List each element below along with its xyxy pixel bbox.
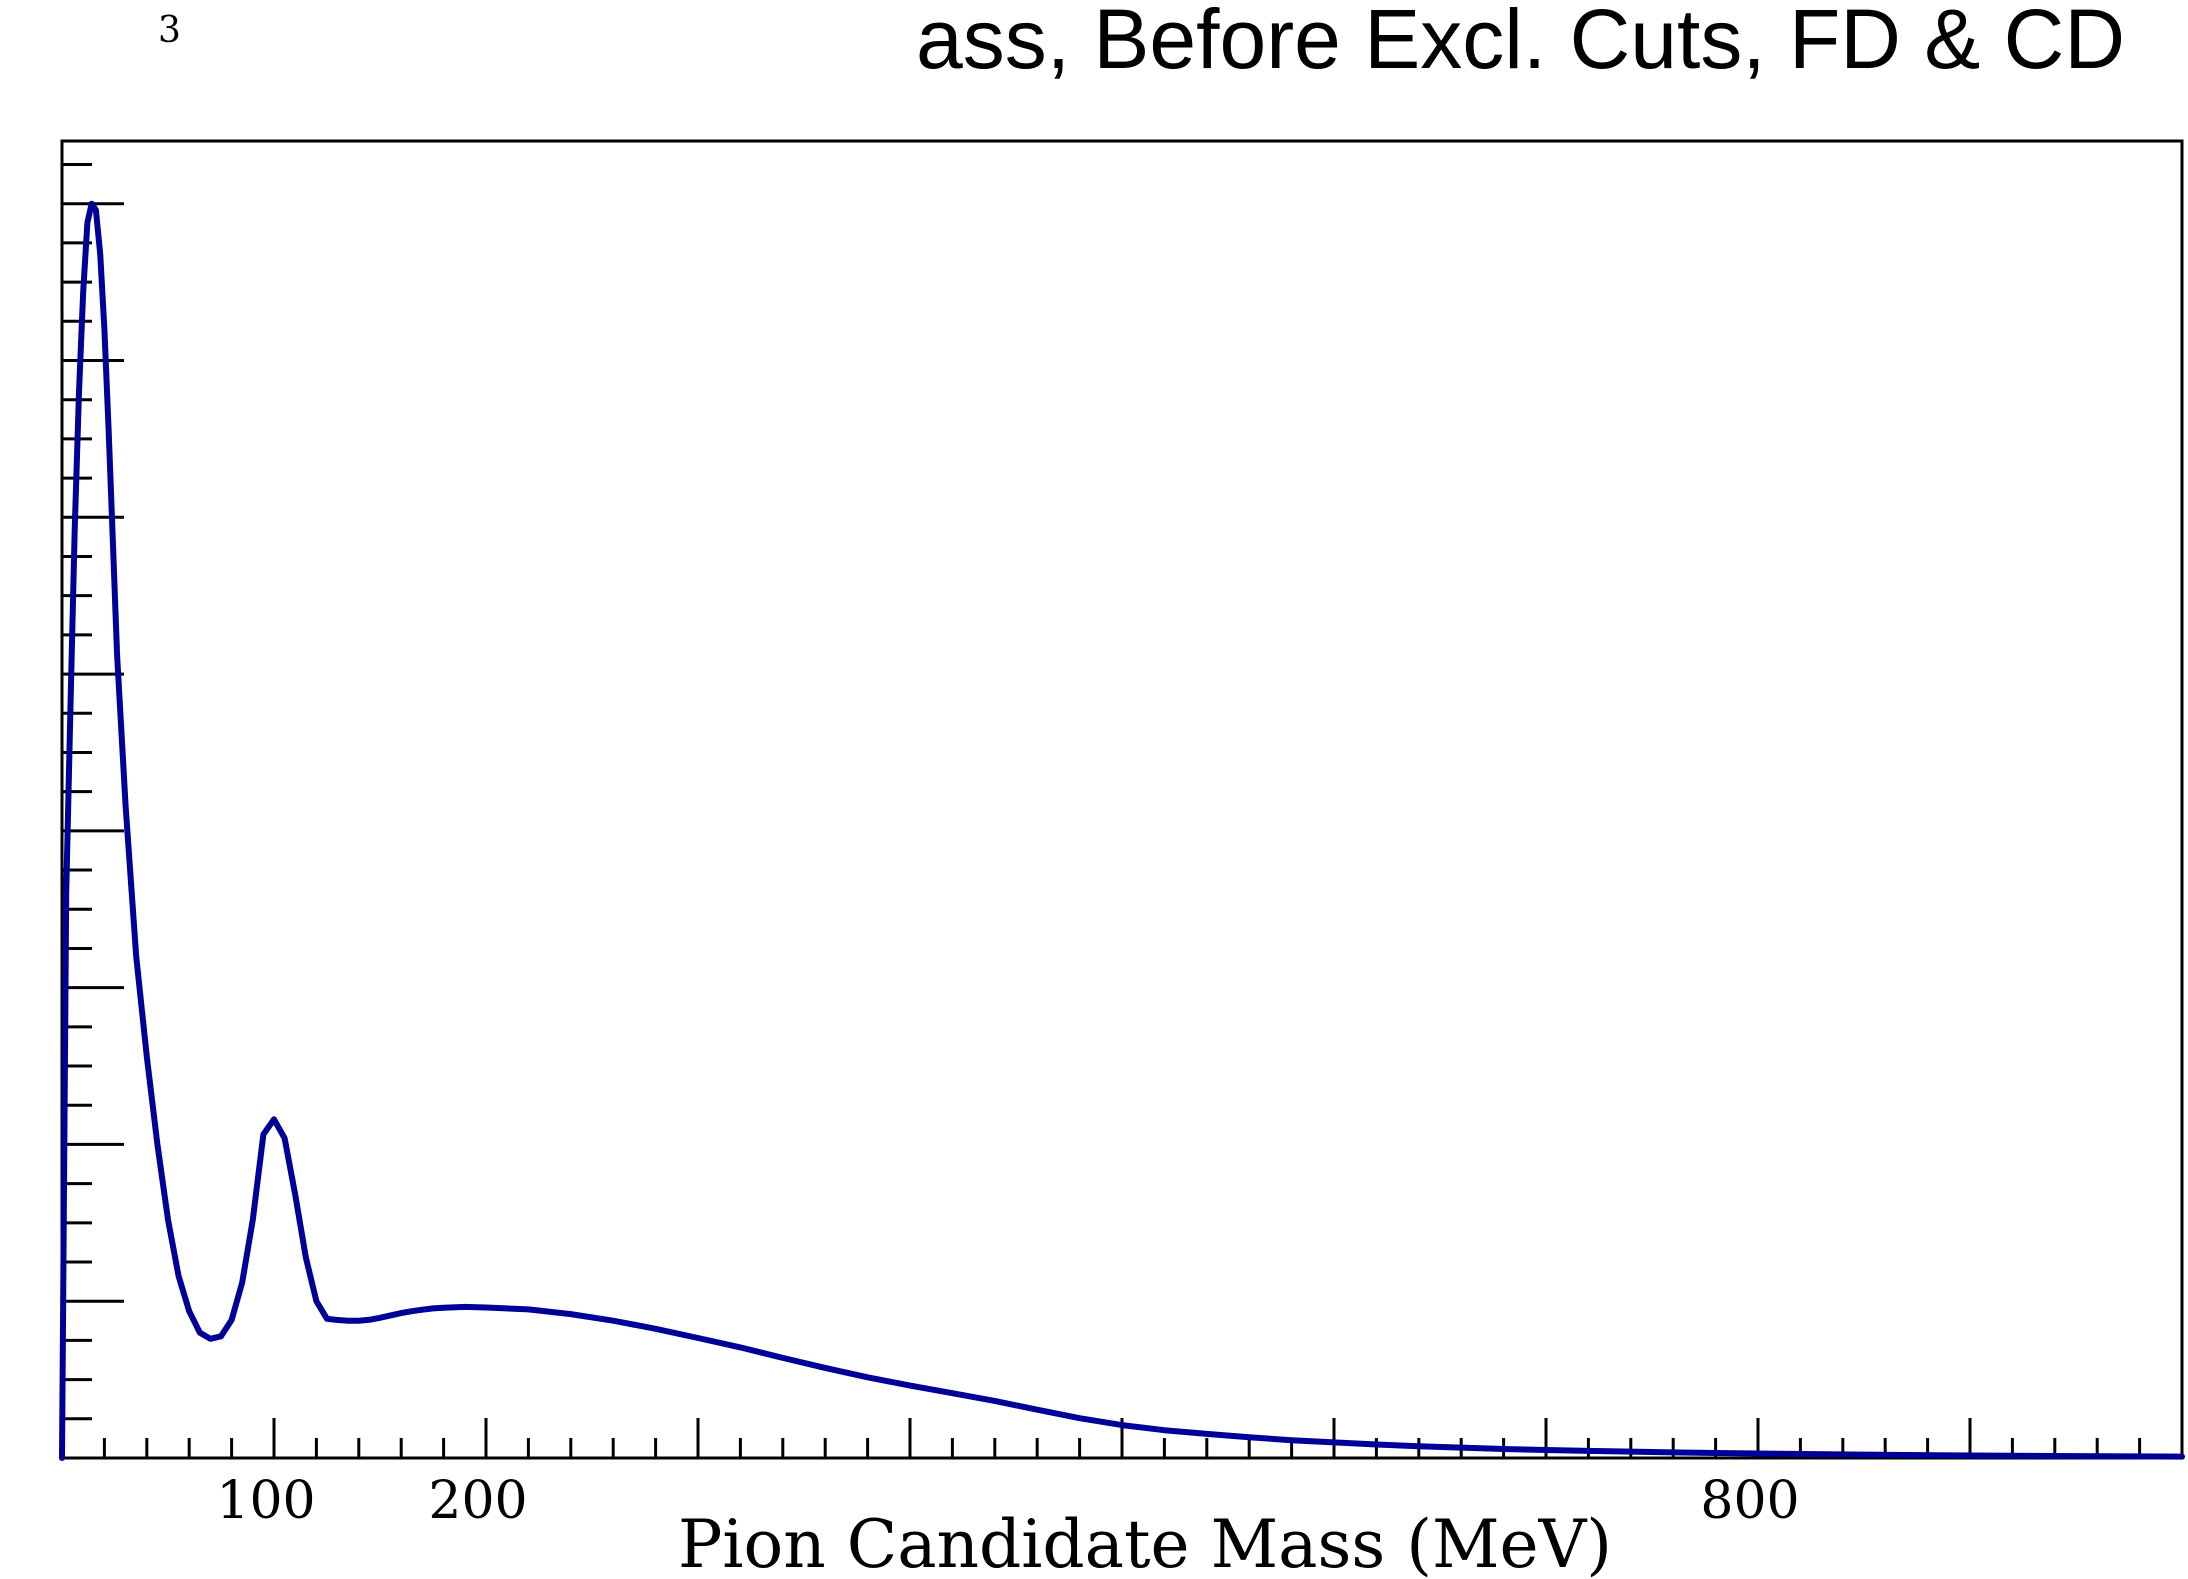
plot-frame bbox=[60, 139, 2184, 1460]
chart-title: ass, Before Excl. Cuts, FD & CD bbox=[916, 0, 2125, 86]
y-axis-exponent: 3 bbox=[158, 10, 181, 51]
x-axis-tick-labels: 100 200 800 bbox=[216, 1471, 1799, 1531]
x-tick-label: 200 bbox=[428, 1471, 527, 1531]
series-line bbox=[59, 200, 2185, 1461]
x-axis-label: Pion Candidate Mass (MeV) bbox=[678, 1506, 1612, 1579]
x-tick-label: 100 bbox=[216, 1471, 315, 1531]
x-tick-label: 800 bbox=[1700, 1471, 1799, 1531]
